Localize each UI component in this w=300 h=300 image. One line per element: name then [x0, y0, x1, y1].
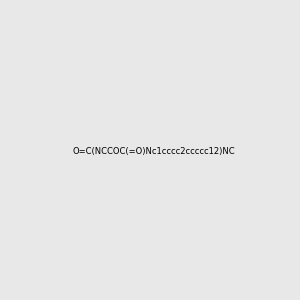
Text: O=C(NCCOC(=O)Nc1cccc2ccccc12)NC: O=C(NCCOC(=O)Nc1cccc2ccccc12)NC	[72, 147, 235, 156]
